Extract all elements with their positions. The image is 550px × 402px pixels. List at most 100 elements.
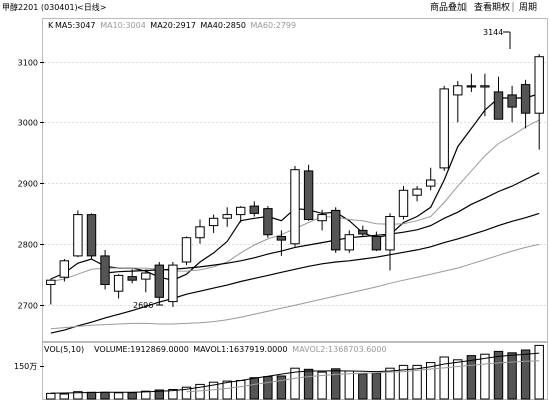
volume-bar-up — [439, 356, 449, 400]
candle-down — [371, 236, 382, 251]
candle-up — [195, 226, 205, 239]
volume-bar-up — [412, 364, 422, 400]
volume-bar-up — [46, 392, 56, 400]
volume-mavol2-line — [186, 360, 540, 393]
volume-bar-up — [385, 367, 395, 400]
ma-legend-item: MA60:2799 — [251, 21, 297, 30]
candle-up — [317, 214, 327, 222]
volume-bar-down — [263, 376, 273, 400]
volume-legend-item: VOLUME:1912869.0000 — [94, 345, 189, 354]
candle-down — [507, 94, 517, 108]
ma-line-ma60 — [50, 243, 540, 330]
tab-commodity-overlay[interactable]: 商品叠加 — [430, 1, 466, 13]
volume-mavol1-line — [50, 352, 540, 394]
volume-legend-item: MAVOL1:1637919.0000 — [193, 345, 287, 354]
volume-bar-down — [276, 375, 287, 400]
price-y-tick-label: 2900 — [18, 180, 38, 189]
volume-bar-down — [358, 373, 368, 400]
candle-up — [344, 234, 355, 251]
candle-down — [263, 208, 273, 236]
volume-bar-up — [344, 370, 355, 400]
volume-bar-down — [331, 368, 341, 400]
candle-up — [236, 206, 246, 216]
candle-down — [520, 84, 531, 114]
candle-down — [358, 229, 368, 235]
candle-up — [439, 88, 449, 169]
volume-bar-down — [507, 352, 517, 400]
ma-legend-item: MA40:2850 — [200, 21, 246, 30]
volume-bar-up — [534, 344, 544, 400]
volume-bar-up — [168, 389, 178, 400]
tab-view-options[interactable]: 查看期权 — [474, 1, 510, 13]
candle-down — [100, 255, 110, 285]
volume-bar-up — [398, 364, 409, 400]
candle-down — [154, 264, 165, 298]
tab-period[interactable]: 周期 — [519, 2, 537, 13]
candlesticks — [46, 54, 544, 307]
volume-bar-up — [317, 371, 327, 400]
volume-y-tick: 150万 — [14, 362, 37, 371]
high-marker: 3144 — [483, 28, 511, 49]
volume-bar-up — [73, 391, 83, 400]
volume-bar-up — [290, 367, 300, 400]
period-tag: <日线> — [77, 2, 106, 12]
volume-bar-down — [86, 391, 97, 400]
candle-down — [466, 85, 477, 88]
price-y-tick-label: 2800 — [18, 241, 38, 250]
high-marker-label: 3144 — [483, 28, 503, 37]
candle-up — [426, 179, 436, 187]
candle-up — [480, 85, 490, 88]
candle-down — [331, 209, 341, 251]
ma-line-ma40 — [50, 212, 540, 334]
candle-up — [59, 260, 69, 278]
candle-down — [276, 236, 287, 241]
ma-legend-item: MA5:3047 — [55, 21, 96, 30]
volume-bar-up — [181, 386, 192, 400]
low-marker: 2696 — [133, 301, 163, 310]
low-marker-label: 2696 — [133, 301, 153, 310]
ma-legend: MA5:3047 MA10:3004 MA20:2917 MA40:2850 MA60:… — [55, 21, 296, 30]
volume-bar-up — [453, 359, 463, 400]
volume-bar-down — [520, 349, 531, 400]
volume-bar-down — [466, 355, 477, 400]
candle-up — [113, 274, 124, 292]
volume-bar-up — [236, 380, 246, 400]
candle-up — [168, 264, 178, 303]
candle-down — [127, 276, 137, 281]
candle-up — [222, 214, 232, 219]
candle-up — [453, 85, 463, 96]
candle-up — [290, 169, 300, 245]
volume-bar-down — [493, 350, 504, 400]
ma-legend-item: MA10:3004 — [100, 21, 146, 30]
volume-legend: VOL(5,10) VOLUME:1912869.0000 MAVOL1:16379… — [44, 345, 387, 354]
volume-bar-up — [195, 383, 205, 400]
volume-bar-up — [113, 392, 124, 400]
volume-bar-down — [100, 391, 110, 400]
price-y-tick-label: 3000 — [18, 119, 38, 128]
candle-up — [398, 189, 409, 217]
candle-up — [534, 56, 544, 114]
volume-bar-down — [249, 377, 260, 400]
volume-bar-up — [222, 380, 232, 400]
candle-up — [208, 217, 219, 227]
volume-bars — [46, 344, 544, 400]
candle-up — [412, 188, 422, 196]
volume-bar-up — [141, 390, 151, 400]
candle-down — [493, 91, 504, 120]
candle-down — [249, 205, 260, 214]
volume-bar-up — [426, 362, 436, 400]
candle-up — [181, 237, 192, 263]
volume-bar-down — [371, 372, 382, 400]
header-bar: 甲醇2201 (030401) <日线> 商品叠加 查看期权 周期 — [2, 1, 537, 13]
volume-bar-down — [127, 392, 137, 400]
price-panel-frame — [42, 18, 548, 342]
volume-bar-up — [59, 393, 69, 400]
volume-ma-lines — [50, 352, 540, 394]
volume-legend-item: MAVOL2:1368703.6000 — [292, 345, 386, 354]
ma-legend-item: MA20:2917 — [150, 21, 196, 30]
volume-bar-down — [154, 389, 165, 400]
candle-up — [46, 279, 56, 286]
candle-up — [385, 216, 395, 251]
candle-up — [141, 272, 151, 280]
